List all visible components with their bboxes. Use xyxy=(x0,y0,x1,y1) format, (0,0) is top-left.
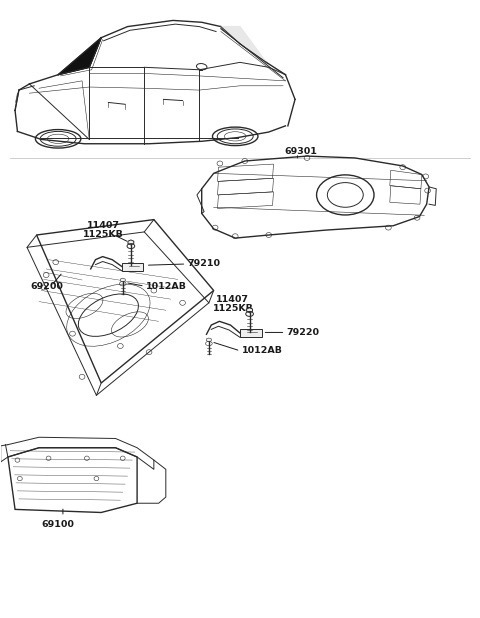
Polygon shape xyxy=(122,263,144,271)
Text: 11407: 11407 xyxy=(216,295,249,304)
Text: 69200: 69200 xyxy=(31,282,64,290)
Polygon shape xyxy=(247,308,252,313)
Polygon shape xyxy=(240,329,262,337)
Polygon shape xyxy=(120,278,125,282)
Text: 1125KB: 1125KB xyxy=(213,303,253,313)
Text: 1125KB: 1125KB xyxy=(83,230,124,239)
Text: 1012AB: 1012AB xyxy=(241,347,282,355)
Polygon shape xyxy=(221,27,266,62)
Polygon shape xyxy=(58,38,101,75)
Text: 1012AB: 1012AB xyxy=(146,282,187,290)
Text: 11407: 11407 xyxy=(87,221,120,230)
Polygon shape xyxy=(206,338,211,342)
Polygon shape xyxy=(128,240,134,245)
Text: 79220: 79220 xyxy=(287,328,319,337)
Text: 69100: 69100 xyxy=(42,520,74,529)
Text: 79210: 79210 xyxy=(187,260,220,268)
Text: 69301: 69301 xyxy=(284,147,317,156)
